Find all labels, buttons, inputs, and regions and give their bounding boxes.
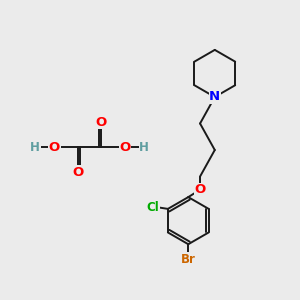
Text: O: O — [194, 183, 206, 196]
Text: O: O — [49, 141, 60, 154]
Text: H: H — [30, 141, 40, 154]
Text: Br: Br — [181, 253, 196, 266]
Text: H: H — [139, 141, 149, 154]
Text: N: N — [209, 91, 220, 103]
Text: O: O — [72, 166, 83, 178]
Text: O: O — [96, 116, 107, 128]
Text: O: O — [119, 141, 130, 154]
Text: Cl: Cl — [146, 201, 159, 214]
